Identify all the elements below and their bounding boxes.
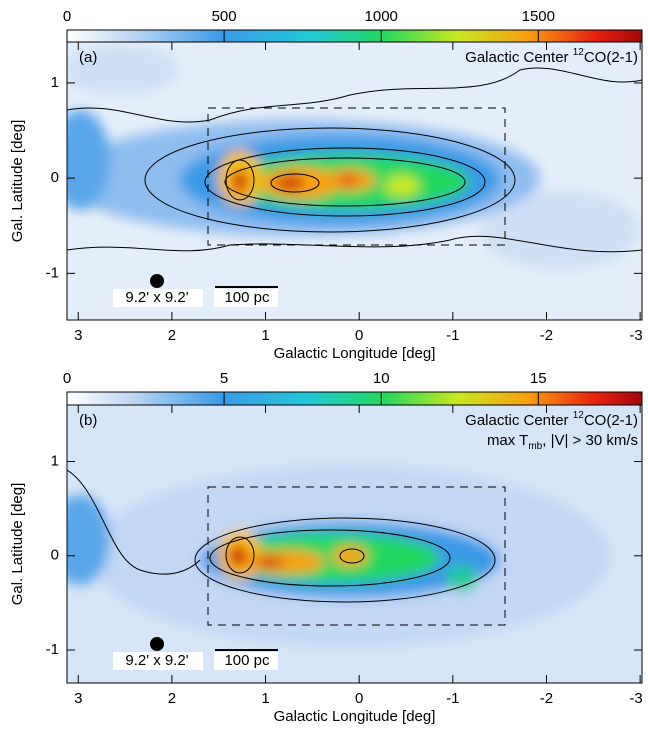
subtitle-prefix: max T bbox=[487, 432, 528, 449]
x-tick-label: -2 bbox=[540, 690, 553, 707]
intensity-map bbox=[67, 405, 642, 683]
colorbar-tick-label: 15 bbox=[530, 370, 547, 387]
title-prefix: Galactic Center bbox=[465, 49, 573, 66]
x-tick-label: 2 bbox=[168, 327, 176, 344]
y-tick-label: -1 bbox=[46, 641, 59, 658]
y-tick-label: 0 bbox=[51, 169, 59, 186]
intensity-map bbox=[67, 42, 642, 320]
colorbar-tick-label: 1000 bbox=[365, 8, 398, 25]
colorbar-tick-label: 10 bbox=[373, 370, 390, 387]
x-tick-label: 2 bbox=[168, 690, 176, 707]
title-sup: 12 bbox=[573, 47, 585, 58]
panel-label: (b) bbox=[79, 412, 97, 429]
x-tick-label: 1 bbox=[261, 327, 269, 344]
y-tick-label: -1 bbox=[46, 264, 59, 281]
title-sup: 12 bbox=[573, 410, 585, 421]
x-tick-label: -1 bbox=[446, 690, 459, 707]
title-prefix: Galactic Center bbox=[465, 412, 573, 429]
y-tick-label: 1 bbox=[51, 453, 59, 470]
colorbar-tick-label: 0 bbox=[63, 370, 71, 387]
label-box bbox=[113, 289, 203, 307]
scale-label: 100 pc bbox=[224, 652, 270, 669]
x-tick-label: -3 bbox=[629, 690, 642, 707]
title: Galactic Center 12CO(2-1) bbox=[465, 47, 638, 66]
panel-label: (a) bbox=[79, 49, 97, 66]
colorbar bbox=[66, 29, 643, 43]
subtitle-sub: mb bbox=[528, 441, 542, 452]
x-tick-label: -2 bbox=[540, 327, 553, 344]
beam bbox=[150, 274, 164, 288]
title-main: CO(2-1) bbox=[584, 49, 638, 66]
subtitle: max Tmb, |V| > 30 km/s bbox=[487, 432, 638, 452]
label-box bbox=[214, 652, 278, 670]
subtitle-suffix: , |V| > 30 km/s bbox=[542, 432, 638, 449]
x-tick-label: 3 bbox=[74, 690, 82, 707]
x-tick-label: -3 bbox=[629, 327, 642, 344]
beam-label: 9.2' x 9.2' bbox=[125, 289, 188, 306]
label-box bbox=[214, 289, 278, 307]
y-axis-label: Gal. Latitude [deg] bbox=[9, 483, 26, 606]
label-box bbox=[113, 652, 203, 670]
y-tick-label: 1 bbox=[51, 74, 59, 91]
colorbar bbox=[66, 391, 643, 406]
colorbar-tick-label: 500 bbox=[212, 8, 237, 25]
beam bbox=[150, 637, 164, 651]
y-axis-label: Gal. Latitude [deg] bbox=[9, 120, 26, 243]
title: Galactic Center 12CO(2-1) bbox=[465, 410, 638, 429]
colorbar-tick-label: 5 bbox=[220, 370, 228, 387]
x-axis-label: Galactic Longitude [deg] bbox=[274, 345, 436, 362]
title-main: CO(2-1) bbox=[584, 412, 638, 429]
x-tick-label: 0 bbox=[355, 327, 363, 344]
y-tick-label: 0 bbox=[51, 547, 59, 564]
x-axis-label: Galactic Longitude [deg] bbox=[274, 708, 436, 725]
x-tick-label: -1 bbox=[446, 327, 459, 344]
x-tick-label: 1 bbox=[261, 690, 269, 707]
scale-label: 100 pc bbox=[224, 289, 270, 306]
colorbar-tick-label: 1500 bbox=[522, 8, 555, 25]
beam-label: 9.2' x 9.2' bbox=[125, 652, 188, 669]
x-tick-label: 3 bbox=[74, 327, 82, 344]
colorbar-tick-label: 0 bbox=[63, 8, 71, 25]
x-tick-label: 0 bbox=[355, 690, 363, 707]
